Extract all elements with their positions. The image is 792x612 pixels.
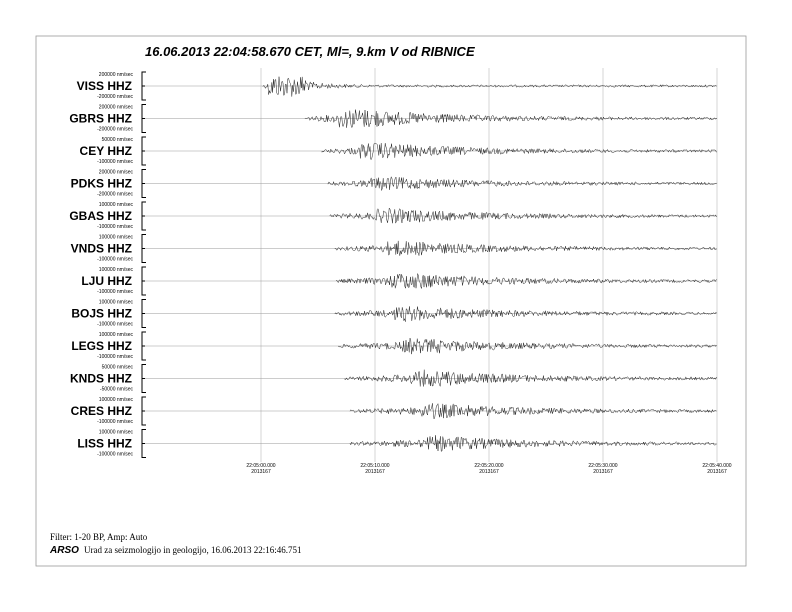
scale-bar: [141, 136, 146, 166]
amp-top: 100000 nm/sec: [99, 300, 134, 306]
waveform: [334, 240, 717, 256]
day-label: 2013167: [707, 469, 727, 475]
amp-bottom: -200000 nm/sec: [97, 192, 133, 198]
waveform: [349, 435, 717, 452]
amp-bottom: -100000 nm/sec: [97, 452, 133, 458]
scale-bar: [141, 396, 146, 426]
amp-top: 50000 nm/sec: [102, 137, 134, 143]
station-label: GBAS HHZ: [69, 209, 132, 223]
waveform: [335, 273, 717, 290]
scale-bar: [141, 364, 146, 393]
amp-top: 200000 nm/sec: [99, 170, 134, 176]
amp-bottom: -100000 nm/sec: [97, 257, 133, 263]
station-label: LEGS HHZ: [71, 339, 132, 353]
frame: [35, 35, 747, 567]
time-label: 22:05:30.000: [588, 463, 617, 469]
amp-top: 200000 nm/sec: [99, 105, 134, 111]
amp-bottom: -100000 nm/sec: [97, 419, 133, 425]
waveform: [349, 402, 717, 420]
waveform: [344, 369, 718, 387]
station-label: KNDS HHZ: [70, 372, 132, 386]
scale-bar: [141, 71, 146, 101]
time-label: 22:05:40.000: [702, 463, 731, 469]
amp-top: 200000 nm/sec: [99, 72, 134, 78]
org-text: Urad za seizmologijo in geologijo, 16.06…: [84, 545, 301, 555]
station-label: LJU HHZ: [81, 274, 132, 288]
station-label: VISS HHZ: [77, 79, 132, 93]
amp-top: 100000 nm/sec: [99, 235, 134, 241]
station-label: VNDS HHZ: [71, 242, 132, 256]
scale-bar: [141, 331, 146, 361]
scale-bar: [141, 104, 146, 133]
waveform: [262, 76, 717, 97]
scale-bar: [141, 429, 146, 458]
amp-top: 100000 nm/sec: [99, 430, 134, 436]
station-label: GBRS HHZ: [69, 112, 132, 126]
scale-bar: [141, 169, 146, 198]
day-label: 2013167: [251, 469, 271, 475]
amp-bottom: -100000 nm/sec: [97, 224, 133, 230]
waveform: [337, 337, 717, 355]
waveform: [334, 306, 717, 322]
waveform: [321, 142, 717, 160]
station-label: CRES HHZ: [71, 404, 132, 418]
scale-bar: [141, 299, 146, 328]
day-label: 2013167: [593, 469, 613, 475]
amp-bottom: -100000 nm/sec: [97, 289, 133, 295]
waveform: [329, 207, 717, 225]
station-label: BOJS HHZ: [71, 307, 132, 321]
time-label: 22:05:10.000: [360, 463, 389, 469]
time-label: 22:05:00.000: [246, 463, 275, 469]
amp-bottom: -100000 nm/sec: [97, 322, 133, 328]
day-label: 2013167: [479, 469, 499, 475]
station-label: CEY HHZ: [80, 144, 132, 158]
amp-bottom: -50000 nm/sec: [100, 387, 134, 393]
filter: Filter: 1-20 BP, Amp: Auto: [50, 532, 148, 542]
amp-bottom: -100000 nm/sec: [97, 354, 133, 360]
amp-top: 100000 nm/sec: [99, 397, 134, 403]
station-label: PDKS HHZ: [71, 177, 132, 191]
amp-bottom: -200000 nm/sec: [97, 127, 133, 133]
amp-top: 100000 nm/sec: [99, 267, 134, 273]
station-label: LISS HHZ: [77, 437, 132, 451]
amp-top: 100000 nm/sec: [99, 202, 134, 208]
amp-bottom: -100000 nm/sec: [97, 159, 133, 165]
amp-top: 50000 nm/sec: [102, 365, 134, 371]
amp-top: 100000 nm/sec: [99, 332, 134, 338]
waveform: [327, 175, 717, 191]
time-label: 22:05:20.000: [474, 463, 503, 469]
scale-bar: [141, 201, 146, 231]
scale-bar: [141, 234, 146, 263]
day-label: 2013167: [365, 469, 385, 475]
org: ARSO: [49, 545, 79, 556]
waveform: [304, 109, 718, 128]
amp-bottom: -200000 nm/sec: [97, 94, 133, 100]
title: 16.06.2013 22:04:58.670 CET, Ml=, 9.km V…: [145, 44, 475, 59]
scale-bar: [141, 266, 146, 296]
